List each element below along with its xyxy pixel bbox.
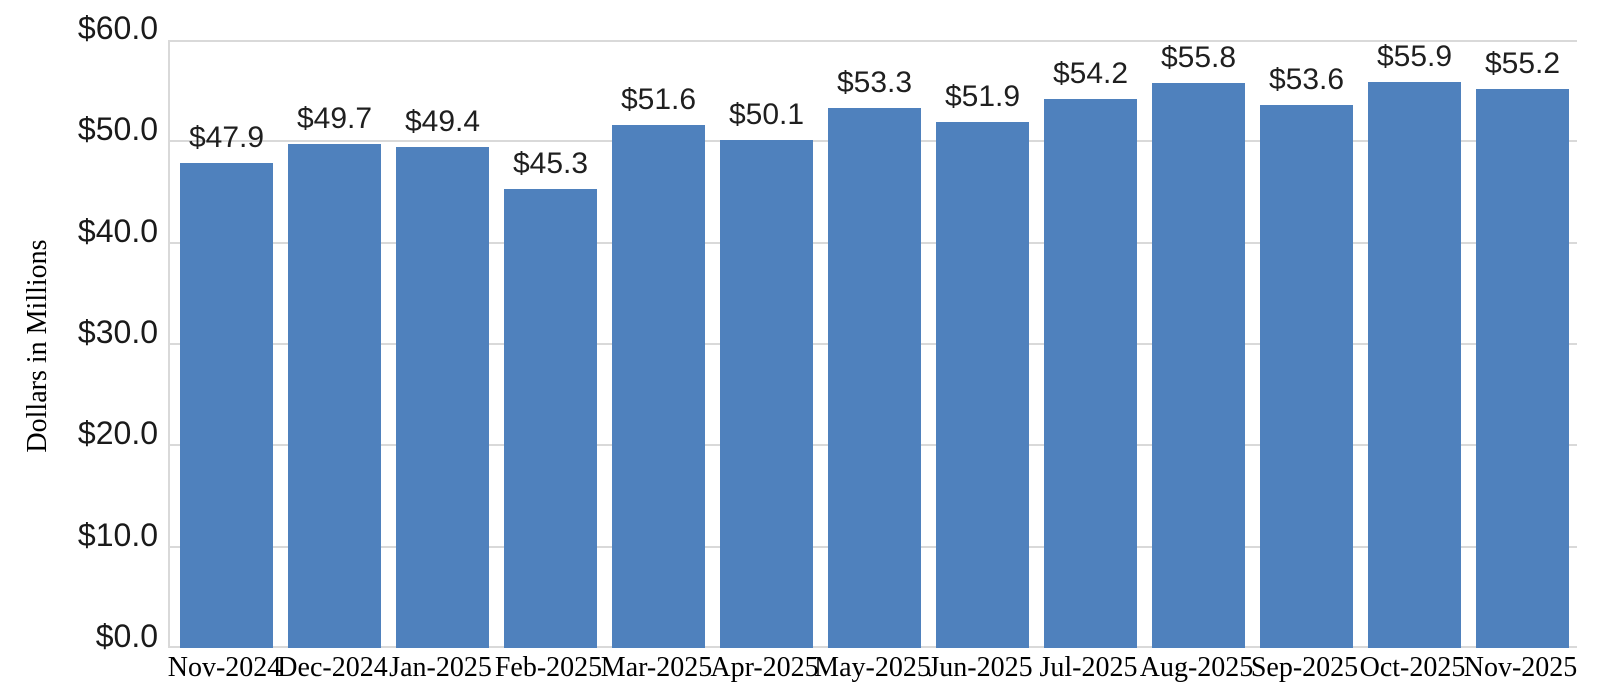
bar-value-label: $53.6 [1268,62,1345,96]
x-axis-tick: Jul-2025 [1039,652,1138,684]
bar-slot: $54.2 [1044,40,1137,648]
bar [1044,98,1137,648]
bar [1152,82,1245,648]
bar-value-label: $51.9 [944,80,1021,114]
bar [504,188,597,648]
y-axis-tick-label: $20.0 [77,415,158,452]
x-axis-tick: Mar-2025 [601,652,712,684]
bar-value-label: $54.2 [1052,56,1129,90]
bar-slot: $45.3 [504,40,597,648]
x-axis-tick: Apr-2025 [710,652,818,684]
bar-slot: $49.7 [288,40,381,648]
x-axis-tick-label: Apr-2025 [710,652,819,683]
x-axis-tick: May-2025 [814,652,931,684]
bar-value-label: $55.8 [1160,40,1237,74]
bar-slot: $47.9 [180,40,273,648]
x-axis-tick: Oct-2025 [1360,652,1466,684]
y-axis-tick-label: $40.0 [77,212,158,249]
x-axis-tick-label: Jun-2025 [928,652,1033,683]
x-axis-tick-label: Aug-2025 [1139,652,1254,683]
bar [288,144,381,648]
bar-value-label: $49.7 [296,102,373,136]
x-axis-tick: Feb-2025 [495,652,602,684]
bar [828,107,921,648]
bar-slot: $49.4 [396,40,489,648]
bar [396,147,489,648]
y-axis-tick-label: $0.0 [95,618,158,654]
x-axis-tick-label: Jan-2025 [389,652,492,683]
bar-value-label: $50.1 [728,98,805,132]
y-axis-tick-label: $10.0 [77,516,158,553]
bar-value-label: $55.2 [1484,46,1561,80]
bar [1368,82,1461,648]
bar [180,162,273,648]
x-axis-tick: Jan-2025 [389,652,492,684]
bar-slot: $55.2 [1476,40,1569,648]
x-axis-tick-labels: Nov-2024 Dec-2024 Jan-2025 Feb-2025 Mar-2025… [168,652,1578,684]
gridline [170,40,1577,42]
bar [612,125,705,648]
bar-value-label: $49.4 [404,105,481,139]
bar-slot: $50.1 [720,40,813,648]
y-axis-tick-label: $30.0 [77,314,158,350]
bar [1260,104,1353,648]
bar-slot: $53.6 [1260,40,1353,648]
bar-value-label: $45.3 [512,146,589,180]
x-axis-tick: Nov-2024 [168,652,282,684]
bar-slot: $55.8 [1152,40,1245,648]
y-axis-tick-label: $60.0 [77,10,158,46]
plot-area: $47.9 $49.7 $49.4 $45.3 $51.6 $50.1 $53.3 $51.9… [168,40,1577,648]
bar-value-label: $47.9 [188,120,265,154]
bar-slot: $51.9 [936,40,1029,648]
x-axis-tick-label: Nov-2024 [167,652,282,683]
x-axis-tick: Dec-2024 [277,652,387,684]
x-axis-tick-label: Oct-2025 [1359,652,1466,683]
x-axis-tick-label: Dec-2024 [277,652,388,683]
x-axis-tick-label: Mar-2025 [600,652,713,683]
bar-slot: $53.3 [828,40,921,648]
x-axis-tick: Sep-2025 [1251,652,1358,684]
x-axis-tick-label: Nov-2025 [1463,652,1578,683]
bar [1476,88,1569,648]
y-axis-tick-label: $50.0 [77,111,158,148]
bar-slot: $51.6 [612,40,705,648]
x-axis-tick-label: Sep-2025 [1250,652,1359,683]
bar [720,140,813,648]
bar-value-label: $53.3 [836,65,913,99]
x-axis-tick: Jun-2025 [928,652,1032,684]
bar [936,122,1029,648]
x-axis-tick: Aug-2025 [1140,652,1254,684]
bar-value-label: $55.9 [1376,40,1453,73]
bars-container: $47.9 $49.7 $49.4 $45.3 $51.6 $50.1 $53.3 $51.9… [180,40,1569,648]
x-axis-tick-label: May-2025 [814,652,931,683]
x-axis-tick-label: Jul-2025 [1039,652,1138,683]
bar-slot: $55.9 [1368,40,1461,648]
x-axis-tick: Nov-2025 [1464,652,1578,684]
bar-value-label: $51.6 [620,83,697,117]
x-axis-tick-label: Feb-2025 [494,652,603,683]
